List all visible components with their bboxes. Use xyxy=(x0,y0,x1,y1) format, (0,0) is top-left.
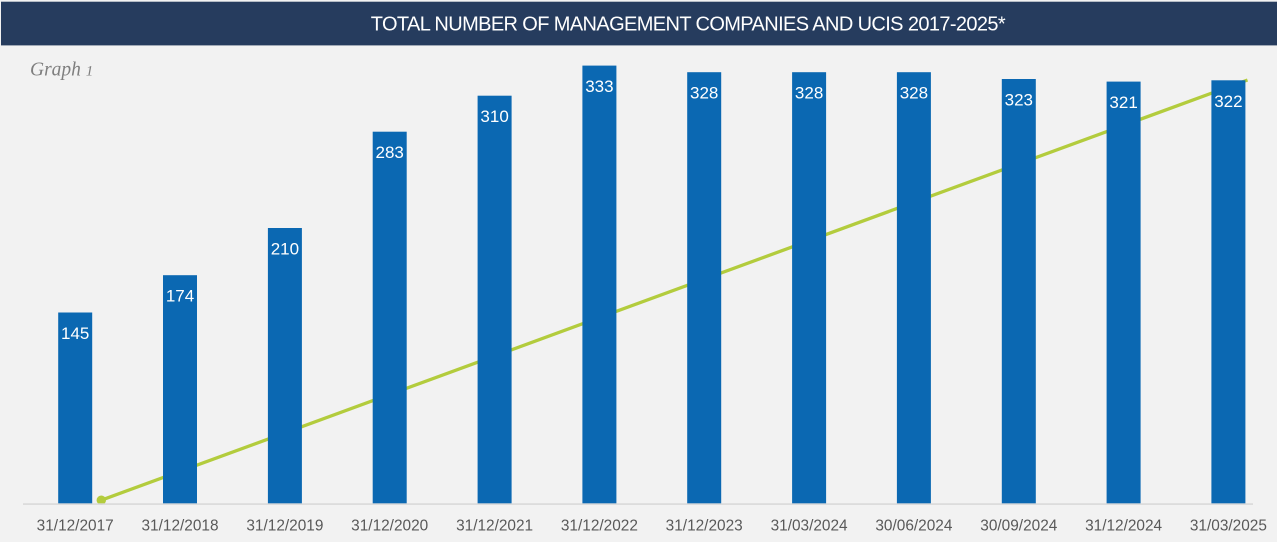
svg-text:310: 310 xyxy=(480,107,508,126)
svg-text:283: 283 xyxy=(376,143,404,162)
svg-text:31/12/2021: 31/12/2021 xyxy=(456,518,533,535)
svg-text:30/06/2024: 30/06/2024 xyxy=(875,518,952,535)
svg-text:TOTAL NUMBER OF MANAGEMENT COM: TOTAL NUMBER OF MANAGEMENT COMPANIES AND… xyxy=(371,14,1006,36)
svg-text:174: 174 xyxy=(166,287,194,306)
svg-text:31/12/2024: 31/12/2024 xyxy=(1085,518,1162,535)
svg-text:31/03/2025: 31/03/2025 xyxy=(1190,518,1267,535)
svg-text:31/12/2017: 31/12/2017 xyxy=(37,518,114,535)
svg-text:31/03/2024: 31/03/2024 xyxy=(771,518,848,535)
svg-text:145: 145 xyxy=(61,324,89,343)
svg-text:Graph 1: Graph 1 xyxy=(30,59,93,80)
svg-text:323: 323 xyxy=(1005,91,1033,110)
svg-text:31/12/2022: 31/12/2022 xyxy=(561,518,638,535)
svg-text:210: 210 xyxy=(271,240,299,259)
svg-text:31/12/2020: 31/12/2020 xyxy=(351,518,428,535)
svg-text:328: 328 xyxy=(795,84,823,103)
svg-text:31/12/2019: 31/12/2019 xyxy=(246,518,323,535)
svg-text:30/09/2024: 30/09/2024 xyxy=(980,518,1057,535)
svg-text:31/12/2018: 31/12/2018 xyxy=(141,518,218,535)
svg-text:31/12/2023: 31/12/2023 xyxy=(666,518,743,535)
svg-text:322: 322 xyxy=(1214,92,1242,111)
svg-text:321: 321 xyxy=(1109,93,1137,112)
svg-text:328: 328 xyxy=(900,84,928,103)
svg-text:333: 333 xyxy=(585,77,613,96)
svg-text:328: 328 xyxy=(690,84,718,103)
